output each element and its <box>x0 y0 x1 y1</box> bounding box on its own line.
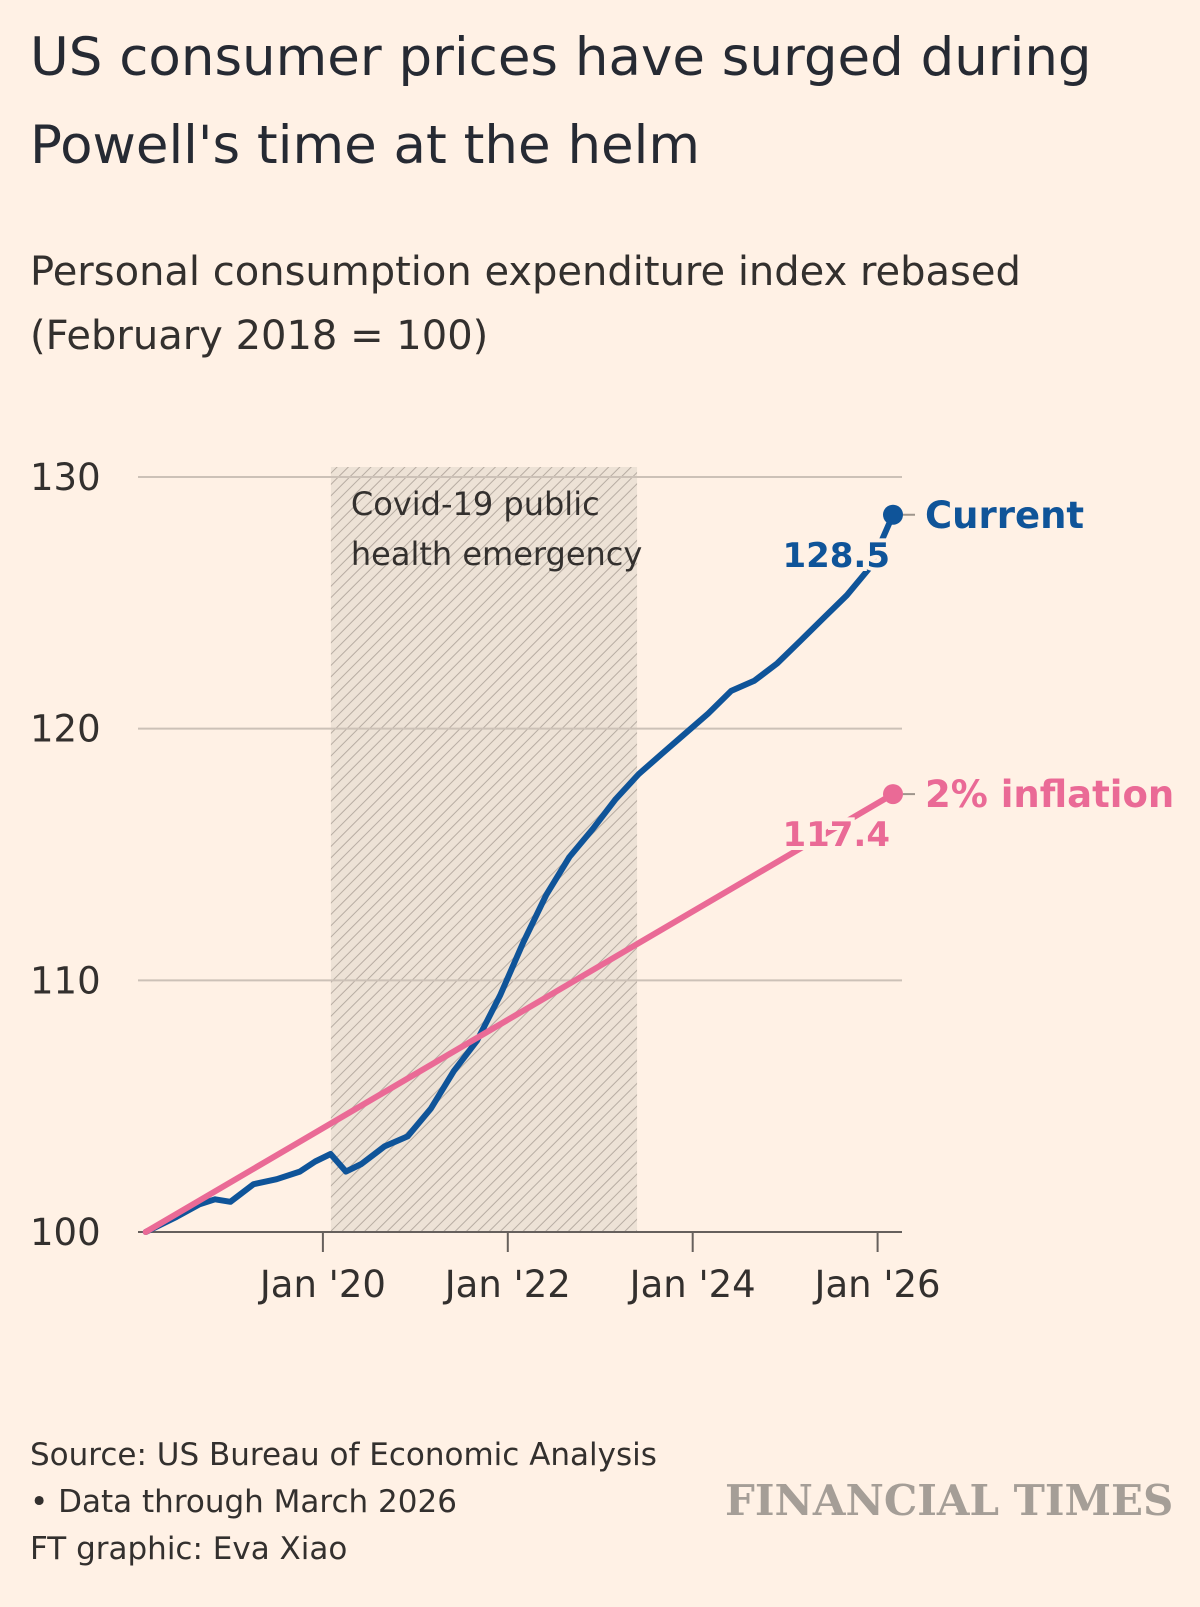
y-tick-label-130: 130 <box>30 456 101 499</box>
credit-note: FT graphic: Eva Xiao <box>30 1531 348 1567</box>
inflation-end-value: 117.4 <box>782 815 890 855</box>
x-tick-label: Jan '26 <box>813 1263 941 1306</box>
data-note: • Data through March 2026 <box>30 1484 457 1520</box>
chart-subtitle: Personal consumption expenditure index r… <box>30 249 1021 359</box>
inflation-series-name: 2% inflation <box>925 773 1174 816</box>
y-tick-label-110: 110 <box>30 959 101 1002</box>
chart-footer: Source: US Bureau of Economic Analysis •… <box>30 1432 657 1573</box>
covid-label-line-1: Covid-19 public <box>351 485 600 523</box>
covid-shaded-region <box>330 467 638 1232</box>
current-end-value: 128.5 <box>782 536 890 576</box>
financial-times-logo: FINANCIAL TIMES <box>725 1476 1174 1525</box>
y-tick-label-120: 120 <box>30 708 101 751</box>
inflation-series-line <box>142 791 896 1235</box>
y-tick-label-100: 100 <box>30 1211 101 1254</box>
current-end-point <box>883 504 903 525</box>
inflation-end-point <box>883 784 903 805</box>
pce-line-chart: Covid-19 public health emergency 100 110 120… <box>30 456 1174 1306</box>
chart-title: US consumer prices have surged during Po… <box>30 27 1092 176</box>
covid-label-line-2: health emergency <box>351 535 642 573</box>
x-tick-label: Jan '22 <box>443 1263 571 1306</box>
x-tick-label: Jan '20 <box>258 1263 386 1306</box>
current-series-name: Current <box>925 494 1084 537</box>
current-series-line <box>142 511 896 1235</box>
source-note: Source: US Bureau of Economic Analysis <box>30 1437 657 1473</box>
x-tick-label: Jan '24 <box>628 1263 756 1306</box>
